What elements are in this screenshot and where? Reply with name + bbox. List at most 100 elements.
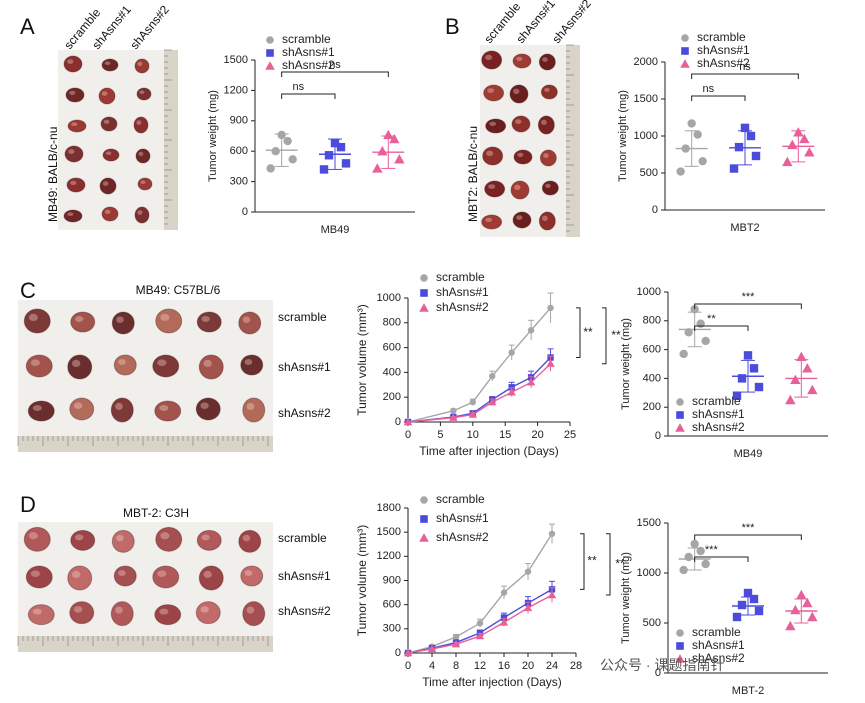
panel-label-b: B <box>445 14 460 39</box>
d-weight-sig-label-1: *** <box>742 522 756 534</box>
c-weight-point-2-3 <box>802 363 813 373</box>
tumor-highlight <box>157 359 167 366</box>
tumor-highlight <box>486 150 494 156</box>
c-growth-ytick-label-3: 600 <box>383 342 401 354</box>
chart-b-legend-label-2: shAsns#2 <box>697 56 750 70</box>
d-growth-xtick-label-4: 16 <box>498 660 510 672</box>
tumor <box>63 209 83 223</box>
tumor-highlight <box>545 183 551 188</box>
chart-a-legend-label-1: shAsns#1 <box>282 45 335 59</box>
tumor <box>113 354 137 376</box>
chart-b-legend-label-1: shAsns#1 <box>697 43 750 57</box>
c-growth-point-0-6 <box>547 304 554 312</box>
tumor <box>134 58 150 74</box>
c-growth-point-2-0 <box>403 417 413 426</box>
d-weight-point-2-4 <box>796 589 807 600</box>
d-growth-sig-label-0: ** <box>587 554 597 568</box>
b-sig-bracket-1 <box>691 73 799 79</box>
tumor-highlight <box>104 61 111 65</box>
d-growth-sig-bracket-1 <box>606 533 611 596</box>
tumor-highlight <box>115 606 123 614</box>
d-growth-point-2-2 <box>451 639 461 648</box>
a-ytick-label-3: 900 <box>230 115 248 127</box>
chart-a-legend-label-2: shAsns#2 <box>282 58 335 72</box>
tumor <box>541 180 559 196</box>
chart-d-weight-legend-label-1: shAsns#1 <box>692 638 745 652</box>
tumor <box>23 308 51 334</box>
chart-b-legend-label-0: scramble <box>697 30 746 44</box>
d-growth-xlabel: Time after injection (Days) <box>422 675 562 689</box>
d-growth-point-2-1 <box>427 644 437 653</box>
d-growth-xtick-label-0: 0 <box>405 660 411 672</box>
a-point-1-0 <box>319 165 329 174</box>
tumor <box>155 308 183 334</box>
d-weight-point-1-2 <box>737 600 747 610</box>
b-point-2-0 <box>782 156 793 167</box>
c-weight-point-1-1 <box>754 382 764 392</box>
tumor-highlight <box>201 316 210 322</box>
chart-b-legend-marker-0 <box>681 34 689 42</box>
tumor <box>110 397 134 423</box>
b-point-0-1 <box>698 156 707 166</box>
d-weight-point-0-2 <box>684 552 693 562</box>
tumor <box>67 565 93 591</box>
tumor-highlight <box>516 215 523 221</box>
d-growth-ytick-label-2: 600 <box>383 599 401 611</box>
chart-c-growth-legend-label-0: scramble <box>436 270 485 284</box>
d-weight-point-2-1 <box>807 611 818 622</box>
d-weight-point-0-0 <box>679 565 688 575</box>
tumor-highlight <box>137 61 143 66</box>
tumor <box>482 146 504 166</box>
tumor-highlight <box>246 606 255 614</box>
chart-d-weight-legend-marker-2 <box>675 654 685 663</box>
d-growth-xtick-label-5: 20 <box>522 660 534 672</box>
chart-b-legend-marker-1 <box>681 47 689 55</box>
d-growth-ytick-label-4: 1200 <box>377 550 401 562</box>
tumor-highlight <box>489 121 497 126</box>
tumor-highlight <box>543 153 549 158</box>
b-point-2-1 <box>804 147 815 157</box>
tumor <box>101 206 119 222</box>
c-weight-sig-bracket-1 <box>694 303 802 309</box>
panel-label-d: D <box>20 492 36 517</box>
tumor-highlight <box>244 359 253 365</box>
tumor-highlight <box>542 57 548 62</box>
tumor <box>539 149 557 167</box>
tumor <box>485 118 507 134</box>
d-growth-xtick-label-1: 4 <box>429 660 435 672</box>
tumor <box>196 529 222 551</box>
c-growth-point-2-2 <box>468 410 477 418</box>
tumor <box>512 53 532 69</box>
d-weight-point-2-2 <box>790 604 801 615</box>
tumor <box>27 400 55 422</box>
tumor-highlight <box>103 119 110 124</box>
tumor <box>27 604 55 626</box>
chart-c-growth-legend-label-2: shAsns#2 <box>436 300 489 314</box>
c-weight-sig-bracket-0 <box>694 325 749 331</box>
tumor-highlight <box>118 359 126 365</box>
chart-c-weight-legend-label-1: shAsns#1 <box>692 407 745 421</box>
c-weight-point-1-4 <box>743 351 753 360</box>
d-weight-xlabel: MBT-2 <box>732 685 764 697</box>
tumor <box>70 311 96 333</box>
b-ytick-label-4: 2000 <box>634 56 658 68</box>
c-growth-point-0-3 <box>489 372 496 380</box>
c-weight-point-1-2 <box>737 374 747 383</box>
c-growth-xtick-label-1: 5 <box>437 429 443 441</box>
tumor <box>69 601 95 625</box>
b-point-0-4 <box>687 119 696 128</box>
tumor <box>481 50 503 70</box>
c-weight-sig-label-0: ** <box>707 313 716 325</box>
b-ytick-label-2: 1000 <box>634 130 658 142</box>
c-growth-point-2-1 <box>449 413 458 421</box>
d-weight-ytick-label-3: 1500 <box>637 517 661 529</box>
d-growth-point-0-3 <box>476 619 484 627</box>
tumor <box>537 115 555 135</box>
a-point-1-3 <box>336 142 346 152</box>
tumor <box>135 148 151 164</box>
tumor <box>25 354 53 378</box>
d-growth-ylabel: Tumor volume (mm³) <box>355 525 369 637</box>
tumor-highlight <box>513 88 520 94</box>
photo-d-row-sh1: shAsns#1 <box>278 569 331 583</box>
c-weight-point-0-4 <box>690 305 699 314</box>
